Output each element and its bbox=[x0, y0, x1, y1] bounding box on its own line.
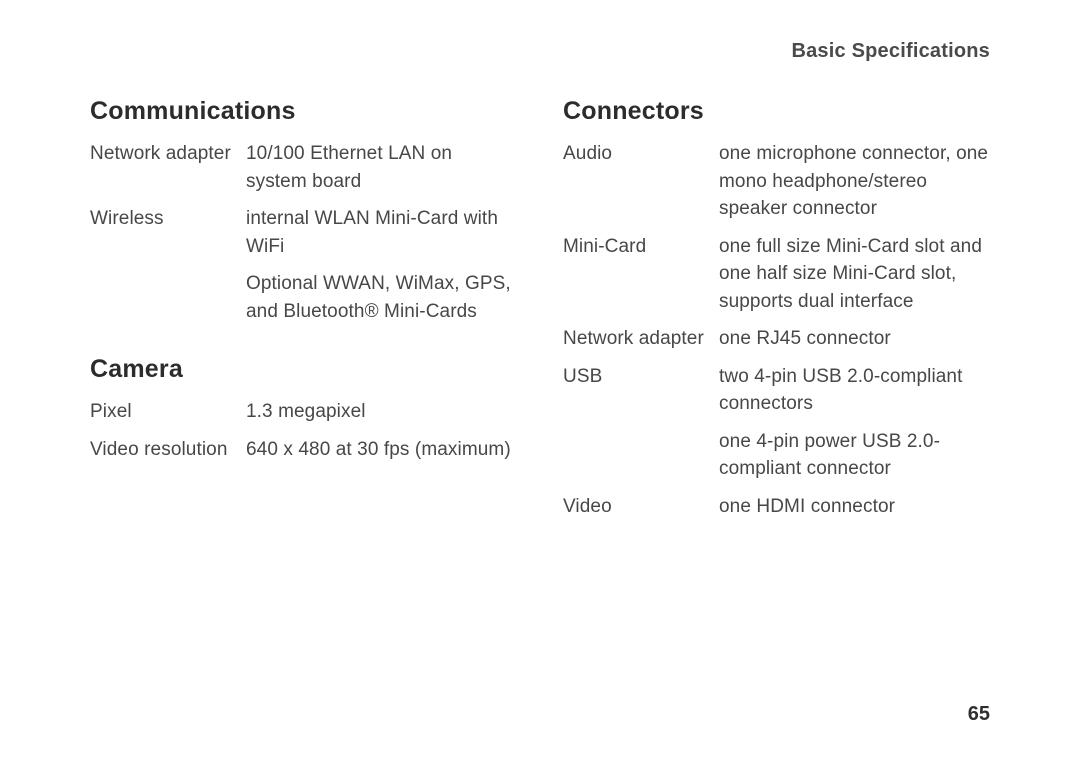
page-number: 65 bbox=[968, 703, 990, 726]
right-column: Connectors Audio one microphone connecto… bbox=[563, 97, 990, 531]
spec-label: Video bbox=[563, 493, 719, 521]
spec-label: USB bbox=[563, 363, 719, 483]
page-header: Basic Specifications bbox=[90, 40, 990, 63]
spec-value: one full size Mini-Card slot and one hal… bbox=[719, 233, 990, 316]
section-communications: Communications Network adapter 10/100 Et… bbox=[90, 97, 517, 325]
spec-row: Wireless internal WLAN Mini-Card with Wi… bbox=[90, 205, 517, 325]
section-connectors: Connectors Audio one microphone connecto… bbox=[563, 97, 990, 521]
spec-label: Pixel bbox=[90, 398, 246, 426]
spec-label: Wireless bbox=[90, 205, 246, 325]
spec-label: Video resolution bbox=[90, 436, 246, 464]
spec-label: Audio bbox=[563, 140, 719, 223]
spec-label: Network adapter bbox=[563, 325, 719, 353]
spec-value-line: two 4-pin USB 2.0-compliant connectors bbox=[719, 363, 990, 418]
spec-value: 1.3 megapixel bbox=[246, 398, 517, 426]
spec-value: two 4-pin USB 2.0-compliant connectors o… bbox=[719, 363, 990, 483]
spec-value: one microphone connector, one mono headp… bbox=[719, 140, 990, 223]
section-heading: Connectors bbox=[563, 97, 990, 126]
section-camera: Camera Pixel 1.3 megapixel Video resolut… bbox=[90, 355, 517, 463]
spec-value-line: one 4-pin power USB 2.0-compliant connec… bbox=[719, 428, 990, 483]
spec-row: Video resolution 640 x 480 at 30 fps (ma… bbox=[90, 436, 517, 464]
spec-value: 640 x 480 at 30 fps (maximum) bbox=[246, 436, 517, 464]
content-columns: Communications Network adapter 10/100 Et… bbox=[90, 97, 990, 531]
section-heading: Communications bbox=[90, 97, 517, 126]
spec-value: internal WLAN Mini-Card with WiFi Option… bbox=[246, 205, 517, 325]
section-heading: Camera bbox=[90, 355, 517, 384]
spec-row: USB two 4-pin USB 2.0-compliant connecto… bbox=[563, 363, 990, 483]
spec-row: Network adapter one RJ45 connector bbox=[563, 325, 990, 353]
spec-row: Video one HDMI connector bbox=[563, 493, 990, 521]
spec-label: Mini-Card bbox=[563, 233, 719, 316]
spec-row: Mini-Card one full size Mini-Card slot a… bbox=[563, 233, 990, 316]
spec-value-line: internal WLAN Mini-Card with WiFi bbox=[246, 205, 517, 260]
left-column: Communications Network adapter 10/100 Et… bbox=[90, 97, 517, 531]
spec-value-line: Optional WWAN, WiMax, GPS, and Bluetooth… bbox=[246, 270, 517, 325]
spec-row: Pixel 1.3 megapixel bbox=[90, 398, 517, 426]
spec-value: one HDMI connector bbox=[719, 493, 990, 521]
spec-value: one RJ45 connector bbox=[719, 325, 990, 353]
spec-value: 10/100 Ethernet LAN on system board bbox=[246, 140, 517, 195]
spec-row: Network adapter 10/100 Ethernet LAN on s… bbox=[90, 140, 517, 195]
spec-row: Audio one microphone connector, one mono… bbox=[563, 140, 990, 223]
spec-label: Network adapter bbox=[90, 140, 246, 195]
header-title: Basic Specifications bbox=[791, 40, 990, 62]
